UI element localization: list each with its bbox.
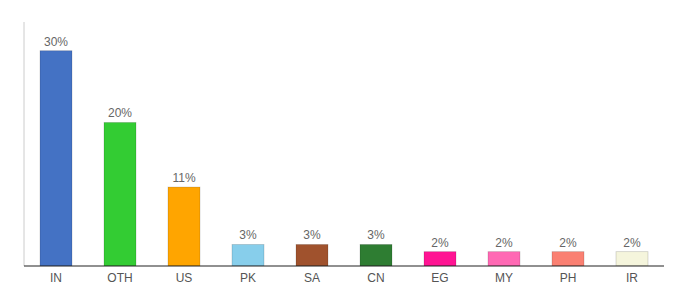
- data-label: 2%: [431, 236, 449, 250]
- x-tick-label: US: [176, 271, 193, 285]
- x-tick-label: CN: [367, 271, 384, 285]
- bar: [488, 252, 520, 266]
- chart-svg: IN OTH US PK SA CN EG MY PH IR 30% 20% 11% 3% 3% 3% 2% 2%…: [0, 0, 680, 300]
- x-tick-label: IN: [50, 271, 62, 285]
- data-label: 30%: [44, 35, 68, 49]
- data-label: 20%: [108, 106, 132, 120]
- y-axis-line: [24, 22, 25, 266]
- x-tick-label: MY: [495, 271, 513, 285]
- bar: [360, 244, 392, 266]
- bar: [232, 244, 264, 266]
- data-label: 2%: [495, 236, 513, 250]
- bar: [40, 51, 72, 266]
- x-tick-label: PK: [240, 271, 256, 285]
- data-label: 2%: [623, 236, 641, 250]
- x-axis-line: [24, 265, 664, 266]
- x-tick-label: EG: [431, 271, 448, 285]
- data-label: 2%: [559, 236, 577, 250]
- x-tick-label: PH: [560, 271, 577, 285]
- bars: [40, 51, 648, 266]
- chart-container: IN OTH US PK SA CN EG MY PH IR 30% 20% 11% 3% 3% 3% 2% 2%…: [0, 0, 680, 300]
- bar: [552, 252, 584, 266]
- data-label: 11%: [172, 171, 195, 185]
- bar: [616, 252, 648, 266]
- data-label: 3%: [239, 228, 257, 242]
- x-tick-label: IR: [626, 271, 638, 285]
- bar: [168, 187, 200, 266]
- x-tick-label: SA: [304, 271, 320, 285]
- data-label: 3%: [303, 228, 321, 242]
- x-tick-label: OTH: [107, 271, 132, 285]
- bar: [424, 252, 456, 266]
- bar: [104, 122, 136, 266]
- bar: [296, 244, 328, 266]
- data-label: 3%: [367, 228, 385, 242]
